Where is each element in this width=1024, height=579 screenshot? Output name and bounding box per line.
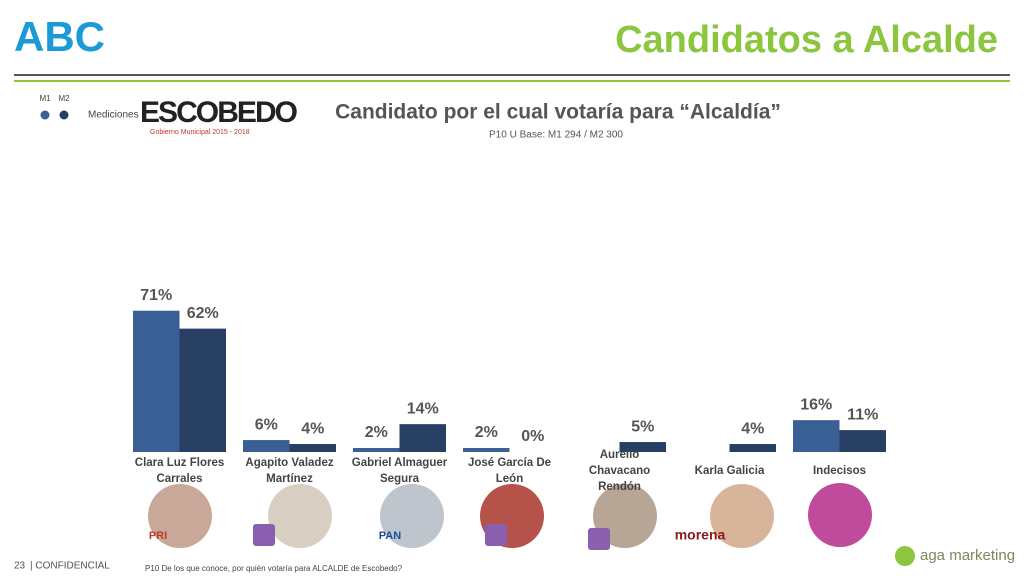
party-logo (485, 524, 507, 546)
page-number: 23 (14, 561, 26, 572)
party-logo: PRI (149, 530, 167, 542)
confidential: | CONFIDENCIAL (30, 561, 110, 572)
photo (380, 484, 444, 548)
party-logo (253, 524, 275, 546)
data-label: 4% (301, 420, 324, 437)
party-logo (588, 528, 610, 550)
data-label: 4% (741, 420, 764, 437)
data-label: 0% (521, 428, 544, 445)
legend-marker (40, 110, 50, 120)
x-tick-label: Karla Galicia (694, 465, 765, 477)
logo: ABC (14, 13, 105, 60)
photo (710, 484, 774, 548)
bar (179, 328, 226, 452)
data-label: 6% (255, 416, 278, 433)
chart-title: Candidato por el cual votaría para “Alca… (335, 101, 781, 124)
data-label: 2% (365, 424, 388, 441)
bar (289, 444, 336, 452)
data-label: 71% (140, 287, 172, 304)
bar (619, 442, 666, 452)
photo (148, 484, 212, 548)
bar (399, 424, 446, 452)
party-logo: PAN (379, 530, 401, 542)
data-label: 11% (847, 406, 878, 423)
data-label: 62% (187, 305, 219, 322)
x-tick-label: Gabriel Almaguer Segura (351, 457, 448, 485)
company-logo (895, 546, 915, 566)
brand: ESCOBEDO (140, 96, 298, 129)
data-label: 16% (800, 396, 832, 413)
bar (839, 430, 886, 452)
photo (268, 484, 332, 548)
party-logo: morena (675, 527, 726, 543)
bar (793, 420, 840, 452)
x-tick-label: Aurelio Chavacano Rendón (588, 449, 651, 493)
chart-subtitle: P10 U Base: M1 294 / M2 300 (489, 130, 623, 141)
legend-title: Mediciones (88, 110, 139, 121)
bar (133, 310, 180, 452)
x-tick-label: Clara Luz Flores Carrales (134, 457, 225, 485)
icon (808, 483, 872, 547)
x-tick-label: Agapito Valadez Martínez (245, 457, 334, 485)
company: aga marketing (920, 547, 1015, 564)
footnote: P10 De los que conoce, por quién votaría… (145, 564, 403, 573)
bar (243, 440, 290, 452)
data-label: 14% (407, 400, 439, 417)
legend-marker (59, 110, 69, 120)
bar (353, 448, 400, 452)
x-tick-label: José García De León (467, 457, 552, 485)
slide-title: Candidatos a Alcalde (615, 19, 998, 61)
data-label: 5% (631, 418, 654, 435)
bar (729, 444, 776, 452)
x-tick-label: Indecisos (812, 465, 867, 477)
legend-label: M1 (39, 94, 51, 103)
data-label: 2% (475, 424, 498, 441)
bar (463, 448, 510, 452)
legend-label: M2 (58, 94, 70, 103)
brand-tagline: Gobierno Municipal 2015 - 2018 (150, 129, 250, 136)
